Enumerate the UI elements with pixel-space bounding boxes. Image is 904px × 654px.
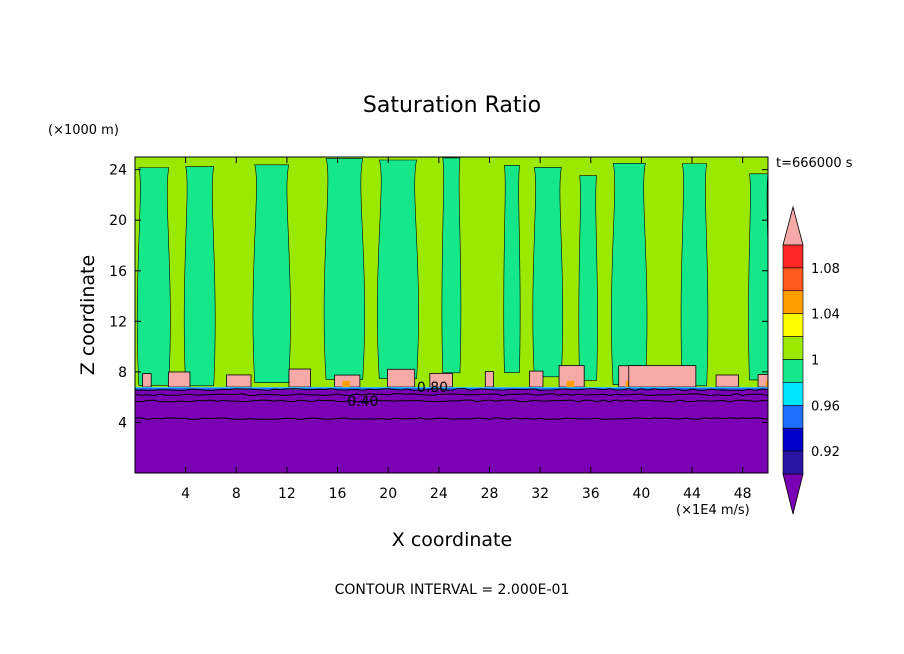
upper-streak xyxy=(323,158,365,380)
x-tick-label: 44 xyxy=(683,486,701,502)
x-tick-label: 20 xyxy=(379,486,397,502)
x-tick-label: 36 xyxy=(582,486,600,502)
colorbar-swatch xyxy=(782,382,804,406)
upper-streak xyxy=(578,175,598,381)
x-tick-label: 8 xyxy=(232,486,241,502)
x-axis: 4 8 12 16 20 24 28 32 36 40 44 48 xyxy=(181,157,752,502)
contour-line xyxy=(135,417,768,421)
upper-streak xyxy=(136,167,171,386)
cloud-cell xyxy=(142,373,152,388)
contour-line xyxy=(135,393,768,397)
upper-streak xyxy=(611,162,648,386)
x-unit-label: (×1E4 m/s) xyxy=(676,503,750,518)
chart-title: Saturation Ratio xyxy=(363,93,541,118)
colorbar-swatch xyxy=(782,290,804,314)
y-unit-label: (×1000 m) xyxy=(48,123,119,138)
colorbar-swatch xyxy=(782,244,804,269)
contour-label: 0.40 xyxy=(347,394,378,410)
x-tick-label: 24 xyxy=(430,486,448,502)
x-tick-label: 32 xyxy=(531,486,549,502)
upper-streak xyxy=(503,165,521,373)
contour-label: 0.80 xyxy=(417,380,448,396)
colorbar-swatch xyxy=(782,267,804,292)
colorbar-swatch xyxy=(782,359,804,383)
cloud-cell xyxy=(167,371,191,388)
x-tick-label: 40 xyxy=(632,486,650,502)
colorbar: 0.92 0.96 1 1.04 1.08 xyxy=(782,205,840,515)
cloud-cell-edge xyxy=(566,380,575,388)
time-label: t=666000 s xyxy=(776,156,853,171)
x-axis-title: X coordinate xyxy=(392,529,512,551)
cloud-cell xyxy=(387,368,416,388)
upper-streak xyxy=(183,166,216,387)
plot-frame xyxy=(134,156,769,474)
colorbar-swatch xyxy=(782,450,804,475)
y-tick-label: 16 xyxy=(109,264,127,280)
upper-streak xyxy=(748,173,768,381)
colorbar-label: 1 xyxy=(811,354,819,369)
cloud-cell xyxy=(484,371,494,388)
colorbar-label: 1.04 xyxy=(811,308,840,323)
cloud-cell xyxy=(529,370,544,388)
contour-line xyxy=(135,399,768,403)
cloud-cell xyxy=(226,374,252,388)
transition-layer xyxy=(135,387,768,390)
plot-area: 0.40 0.80 xyxy=(135,157,768,473)
x-tick-label: 16 xyxy=(329,486,347,502)
colorbar-label: 0.92 xyxy=(811,445,840,460)
contour-interval-note: CONTOUR INTERVAL = 2.000E-01 xyxy=(335,582,570,598)
y-tick-label: 24 xyxy=(109,163,127,179)
cloud-cell xyxy=(288,368,311,388)
y-axis-title: Z coordinate xyxy=(77,255,99,375)
colorbar-label: 1.08 xyxy=(811,262,840,277)
upper-streak xyxy=(680,163,709,387)
x-tick-label: 48 xyxy=(734,486,752,502)
contour-field xyxy=(135,157,768,473)
y-tick-label: 4 xyxy=(118,415,127,431)
transition-layer xyxy=(135,387,768,388)
colorbar-swatch xyxy=(782,427,804,452)
y-axis: 4 8 12 16 20 24 xyxy=(109,163,768,431)
upper-streak xyxy=(252,164,291,384)
y-tick-label: 12 xyxy=(109,314,127,330)
colorbar-swatch xyxy=(782,313,804,337)
colorbar-swatch xyxy=(782,404,804,429)
x-tick-label: 4 xyxy=(181,486,190,502)
colorbar-label: 0.96 xyxy=(811,399,840,414)
cloud-cell xyxy=(757,374,768,388)
upper-streak xyxy=(441,157,462,374)
cloud-cell-edge xyxy=(342,380,350,388)
contour-line xyxy=(135,388,768,392)
colorbar-swatch xyxy=(782,336,804,360)
colorbar-max-arrow xyxy=(782,205,804,246)
upper-streak xyxy=(377,159,419,379)
cloud-cell xyxy=(628,365,697,388)
y-tick-label: 8 xyxy=(118,365,127,381)
dry-layer xyxy=(135,389,768,473)
x-tick-label: 28 xyxy=(481,486,499,502)
upper-streak xyxy=(532,167,564,378)
colorbar-min-arrow xyxy=(782,473,804,515)
cloud-cell-edge xyxy=(765,380,768,388)
y-tick-label: 20 xyxy=(109,213,127,229)
cloud-cell xyxy=(715,374,739,388)
x-tick-label: 12 xyxy=(278,486,296,502)
